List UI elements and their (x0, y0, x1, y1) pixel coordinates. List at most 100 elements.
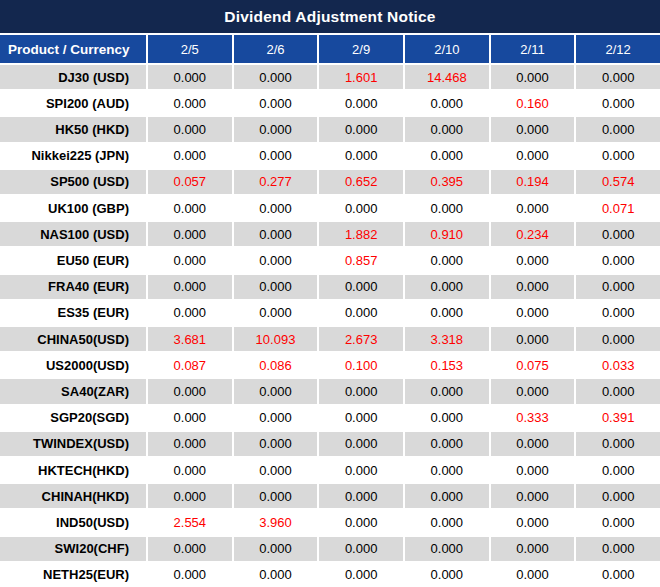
dividend-value: 0.000 (576, 327, 660, 351)
dividend-value: 0.000 (148, 563, 232, 587)
table-row: TWINDEX(USD)0.0000.0000.0000.0000.0000.0… (0, 432, 660, 456)
dividend-value: 0.000 (576, 248, 660, 272)
table-body: DJ30 (USD)0.0000.0001.60114.4680.0000.00… (0, 65, 660, 587)
dividend-value: 0.057 (148, 170, 232, 194)
dividend-value: 0.000 (148, 379, 232, 403)
table-row: SGP20(SGD)0.0000.0000.0000.0000.3330.391 (0, 406, 660, 430)
table-row: ES35 (EUR)0.0000.0000.0000.0000.0000.000 (0, 301, 660, 325)
dividend-value: 0.000 (491, 301, 575, 325)
dividend-value: 2.554 (148, 510, 232, 534)
dividend-value: 0.000 (234, 275, 318, 299)
dividend-value: 0.000 (491, 379, 575, 403)
dividend-value: 0.000 (405, 301, 489, 325)
dividend-value: 0.000 (234, 537, 318, 561)
dividend-value: 0.000 (148, 144, 232, 168)
dividend-value: 0.000 (234, 432, 318, 456)
dividend-value: 0.000 (491, 196, 575, 220)
dividend-value: 0.395 (405, 170, 489, 194)
table-row: Nikkei225 (JPN)0.0000.0000.0000.0000.000… (0, 144, 660, 168)
table-row: NETH25(EUR)0.0000.0000.0000.0000.0000.00… (0, 563, 660, 587)
table-row: CHINAH(HKD)0.0000.0000.0000.0000.0000.00… (0, 484, 660, 508)
dividend-value: 0.000 (234, 65, 318, 89)
dividend-value: 0.000 (148, 432, 232, 456)
product-label: CHINA50(USD) (0, 327, 146, 351)
dividend-value: 0.000 (234, 379, 318, 403)
table-row: SPI200 (AUD)0.0000.0000.0000.0000.1600.0… (0, 91, 660, 115)
dividend-value: 0.033 (576, 353, 660, 377)
table-row: SP500 (USD)0.0570.2770.6520.3950.1940.57… (0, 170, 660, 194)
dividend-value: 3.681 (148, 327, 232, 351)
dividend-value: 0.000 (576, 117, 660, 141)
dividend-value: 0.000 (234, 406, 318, 430)
dividend-value: 3.960 (234, 510, 318, 534)
product-label: HKTECH(HKD) (0, 458, 146, 482)
dividend-value: 0.000 (491, 275, 575, 299)
product-label: Nikkei225 (JPN) (0, 144, 146, 168)
dividend-value: 0.000 (576, 301, 660, 325)
dividend-value: 0.000 (319, 91, 403, 115)
product-label: SPI200 (AUD) (0, 91, 146, 115)
dividend-value: 0.000 (148, 117, 232, 141)
dividend-value: 0.000 (319, 537, 403, 561)
dividend-value: 2.673 (319, 327, 403, 351)
dividend-value: 0.000 (148, 458, 232, 482)
table-row: DJ30 (USD)0.0000.0001.60114.4680.0000.00… (0, 65, 660, 89)
product-label: ES35 (EUR) (0, 301, 146, 325)
product-label: NAS100 (USD) (0, 222, 146, 246)
dividend-value: 0.000 (405, 484, 489, 508)
dividend-value: 14.468 (405, 65, 489, 89)
dividend-value: 0.000 (491, 327, 575, 351)
dividend-value: 0.000 (319, 379, 403, 403)
dividend-value: 0.000 (491, 432, 575, 456)
dividend-value: 0.000 (148, 91, 232, 115)
dividend-value: 0.000 (576, 275, 660, 299)
dividend-value: 0.000 (148, 248, 232, 272)
dividend-value: 0.857 (319, 248, 403, 272)
table-row: EU50 (EUR)0.0000.0000.8570.0000.0000.000 (0, 248, 660, 272)
dividend-value: 0.000 (491, 484, 575, 508)
dividend-value: 0.000 (405, 563, 489, 587)
dividend-value: 0.652 (319, 170, 403, 194)
dividend-value: 0.000 (491, 510, 575, 534)
dividend-value: 0.000 (148, 406, 232, 430)
dividend-value: 0.234 (491, 222, 575, 246)
table-row: SA40(ZAR)0.0000.0000.0000.0000.0000.000 (0, 379, 660, 403)
dividend-value: 0.160 (491, 91, 575, 115)
dividend-value: 0.100 (319, 353, 403, 377)
dividend-value: 0.000 (319, 406, 403, 430)
dividend-value: 0.000 (491, 537, 575, 561)
dividend-value: 0.000 (405, 432, 489, 456)
product-label: CHINAH(HKD) (0, 484, 146, 508)
dividend-value: 0.910 (405, 222, 489, 246)
dividend-value: 0.000 (319, 484, 403, 508)
table-row: IND50(USD)2.5543.9600.0000.0000.0000.000 (0, 510, 660, 534)
dividend-value: 0.153 (405, 353, 489, 377)
dividend-value: 0.000 (319, 458, 403, 482)
dividend-value: 0.194 (491, 170, 575, 194)
dividend-value: 0.000 (491, 458, 575, 482)
dividend-value: 0.000 (576, 510, 660, 534)
table-row: SWI20(CHF)0.0000.0000.0000.0000.0000.000 (0, 537, 660, 561)
product-label: EU50 (EUR) (0, 248, 146, 272)
dividend-value: 0.000 (148, 222, 232, 246)
product-label: FRA40 (EUR) (0, 275, 146, 299)
dividend-value: 0.000 (234, 563, 318, 587)
dividend-value: 0.000 (491, 117, 575, 141)
table-row: CHINA50(USD)3.68110.0932.6733.3180.0000.… (0, 327, 660, 351)
dividend-value: 0.000 (405, 144, 489, 168)
dividend-value: 0.000 (576, 379, 660, 403)
dividend-value: 0.000 (576, 144, 660, 168)
dividend-value: 0.000 (491, 563, 575, 587)
dividend-value: 0.333 (491, 406, 575, 430)
dividend-value: 0.000 (576, 537, 660, 561)
dividend-value: 0.000 (234, 248, 318, 272)
dividend-value: 0.000 (234, 458, 318, 482)
dividend-value: 0.071 (576, 196, 660, 220)
dividend-value: 0.000 (148, 301, 232, 325)
product-label: DJ30 (USD) (0, 65, 146, 89)
dividend-value: 0.000 (491, 65, 575, 89)
dividend-value: 0.000 (405, 248, 489, 272)
product-label: NETH25(EUR) (0, 563, 146, 587)
dividend-value: 0.000 (576, 65, 660, 89)
dividend-value: 0.000 (234, 301, 318, 325)
